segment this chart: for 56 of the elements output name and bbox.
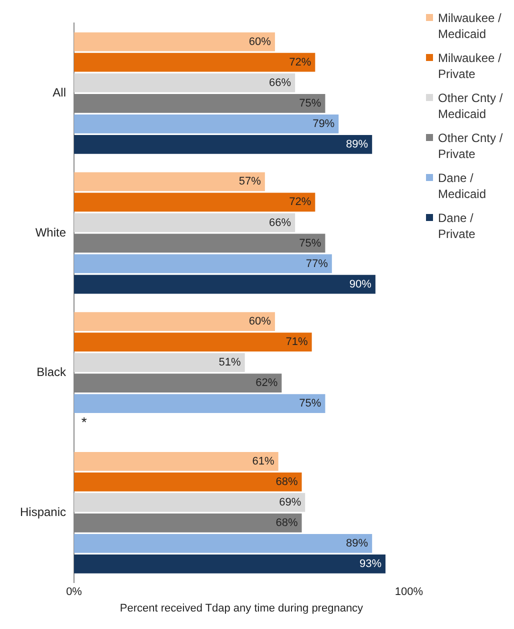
- data-label: 72%: [289, 56, 312, 68]
- legend-label: Other Cnty / Medicaid: [438, 90, 504, 122]
- data-label: 90%: [349, 278, 372, 290]
- data-label: 68%: [276, 476, 298, 488]
- legend-label: Dane / Private: [438, 210, 476, 242]
- data-label: 60%: [248, 36, 272, 48]
- bar: [74, 332, 312, 352]
- data-label: 60%: [248, 316, 272, 328]
- legend-label: Milwaukee / Private: [438, 50, 502, 82]
- data-label: 57%: [238, 176, 262, 188]
- data-label: 79%: [312, 118, 335, 130]
- bar: [74, 114, 339, 134]
- legend-label: Milwaukee / Medicaid: [438, 10, 502, 42]
- bar: [74, 492, 306, 512]
- annotation: *: [81, 414, 88, 430]
- legend-label: Dane / Medicaid: [438, 170, 488, 202]
- data-label: 93%: [359, 558, 382, 570]
- data-label: 69%: [279, 496, 302, 508]
- bar: [74, 172, 265, 192]
- data-label: 68%: [276, 516, 298, 529]
- bar: [74, 554, 386, 574]
- bar: [74, 134, 372, 154]
- data-label: 66%: [269, 76, 292, 89]
- bar: [74, 213, 296, 232]
- bar: [74, 394, 326, 414]
- bar: [74, 534, 372, 553]
- bar: [74, 254, 332, 274]
- y-tick-label: All: [52, 85, 66, 100]
- y-tick-label: Black: [36, 365, 68, 380]
- bar: [74, 312, 275, 331]
- data-label: 66%: [269, 216, 292, 229]
- bar: [74, 73, 296, 92]
- bar: [74, 472, 302, 492]
- data-label: 75%: [299, 97, 322, 110]
- data-label: 89%: [346, 138, 368, 150]
- data-label: 77%: [306, 258, 328, 270]
- data-label: 75%: [299, 398, 322, 410]
- legend-label: Other Cnty / Private: [438, 130, 504, 162]
- bar: [74, 32, 275, 52]
- x-tick-label: 100%: [394, 586, 424, 598]
- data-label: 72%: [289, 196, 312, 208]
- bar: [74, 274, 376, 294]
- data-label: 71%: [286, 336, 308, 348]
- data-label: 89%: [346, 537, 368, 550]
- data-label: 62%: [256, 377, 278, 390]
- bar: [74, 353, 245, 372]
- y-tick-label: Hispanic: [20, 504, 66, 519]
- x-axis-title: Percent received Tdap any time during pregnancy: [120, 602, 364, 614]
- bar: [74, 192, 316, 212]
- y-tick-label: White: [35, 225, 66, 240]
- bar: [74, 52, 316, 72]
- data-label: 51%: [218, 356, 242, 369]
- data-label: 75%: [299, 237, 322, 250]
- x-tick-label: 0%: [66, 586, 82, 598]
- data-label: 61%: [252, 455, 275, 468]
- bar: [74, 452, 278, 471]
